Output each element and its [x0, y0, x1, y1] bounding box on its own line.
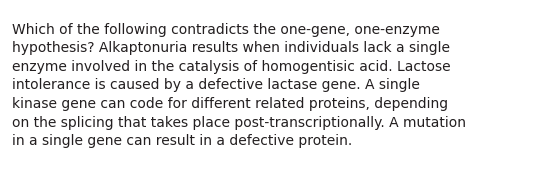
- Text: Which of the following contradicts the one-gene, one-enzyme
hypothesis? Alkapton: Which of the following contradicts the o…: [12, 23, 466, 148]
